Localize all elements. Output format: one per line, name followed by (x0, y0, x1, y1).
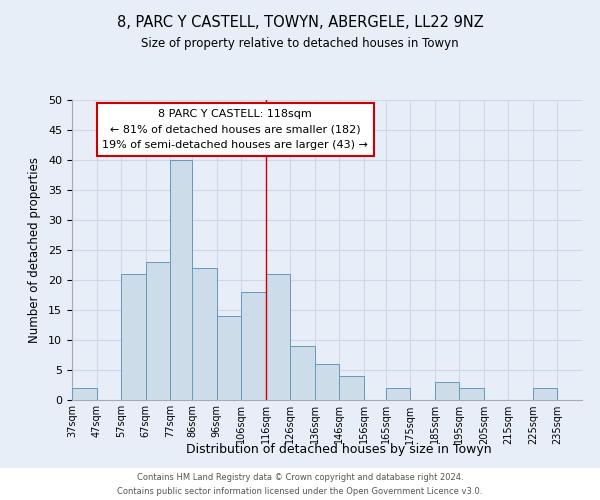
Bar (290, 346, 315, 400)
Bar (315, 364, 339, 400)
Bar (121, 274, 146, 400)
Text: Contains HM Land Registry data © Crown copyright and database right 2024.: Contains HM Land Registry data © Crown c… (137, 473, 463, 482)
Bar (266, 274, 290, 400)
Bar (192, 268, 217, 400)
Bar (170, 160, 192, 400)
Text: 8 PARC Y CASTELL: 118sqm
← 81% of detached houses are smaller (182)
19% of semi-: 8 PARC Y CASTELL: 118sqm ← 81% of detach… (102, 109, 368, 150)
Bar (460, 388, 484, 400)
Text: 8, PARC Y CASTELL, TOWYN, ABERGELE, LL22 9NZ: 8, PARC Y CASTELL, TOWYN, ABERGELE, LL22… (116, 15, 484, 30)
Bar (386, 388, 410, 400)
Bar (217, 316, 241, 400)
Bar (533, 388, 557, 400)
Y-axis label: Number of detached properties: Number of detached properties (28, 157, 41, 343)
Text: Size of property relative to detached houses in Towyn: Size of property relative to detached ho… (141, 38, 459, 51)
Bar (339, 376, 364, 400)
Bar (146, 262, 170, 400)
Text: Distribution of detached houses by size in Towyn: Distribution of detached houses by size … (186, 442, 492, 456)
Bar (435, 382, 460, 400)
Bar (72, 388, 97, 400)
Text: Contains public sector information licensed under the Open Government Licence v3: Contains public sector information licen… (118, 486, 482, 496)
Bar (241, 292, 266, 400)
